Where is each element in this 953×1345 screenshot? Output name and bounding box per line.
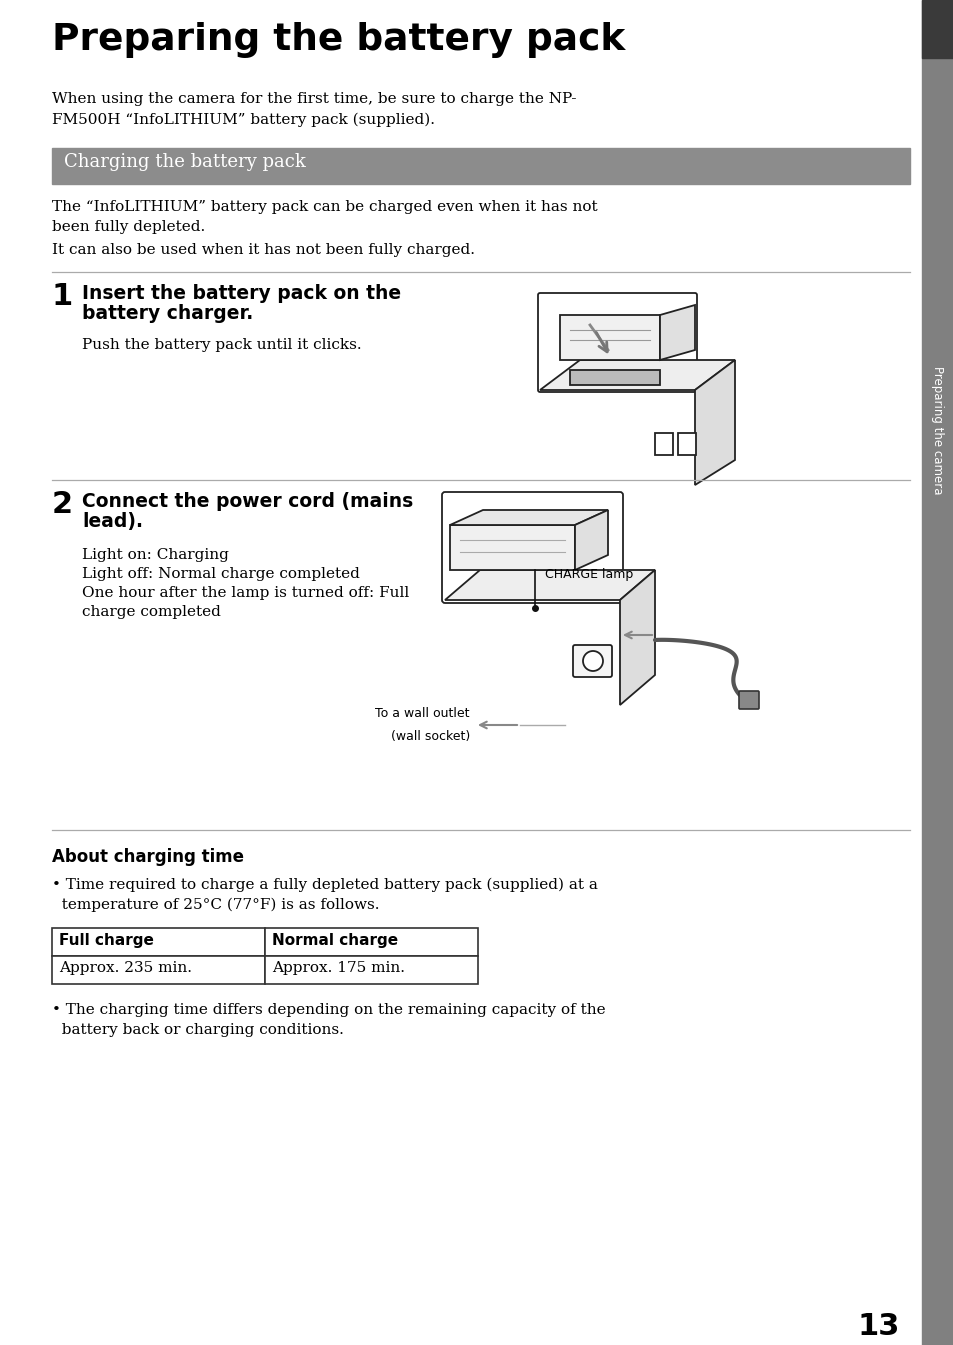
Bar: [265, 928, 477, 956]
Text: FM500H “InfoLITHIUM” battery pack (supplied).: FM500H “InfoLITHIUM” battery pack (suppl…: [52, 113, 435, 128]
Polygon shape: [450, 510, 607, 525]
FancyBboxPatch shape: [537, 293, 697, 391]
Bar: [921, 0, 953, 58]
Text: battery charger.: battery charger.: [82, 304, 253, 323]
Text: Insert the battery pack on the: Insert the battery pack on the: [82, 284, 400, 303]
Bar: [52, 956, 265, 985]
Text: Light on: Charging: Light on: Charging: [82, 547, 229, 562]
Text: About charging time: About charging time: [52, 847, 244, 866]
Text: 13: 13: [857, 1311, 899, 1341]
Text: lead).: lead).: [82, 512, 143, 531]
Text: Preparing the battery pack: Preparing the battery pack: [52, 22, 624, 58]
Text: charge completed: charge completed: [82, 605, 221, 619]
Polygon shape: [619, 570, 655, 705]
Bar: [678, 433, 696, 455]
Text: temperature of 25°C (77°F) is as follows.: temperature of 25°C (77°F) is as follows…: [52, 898, 379, 912]
Text: When using the camera for the first time, be sure to charge the NP-: When using the camera for the first time…: [52, 91, 576, 106]
Text: been fully depleted.: been fully depleted.: [52, 221, 205, 234]
Text: Connect the power cord (mains: Connect the power cord (mains: [82, 492, 413, 511]
Polygon shape: [659, 305, 695, 360]
Bar: [655, 433, 672, 455]
FancyBboxPatch shape: [739, 691, 759, 709]
Text: (wall socket): (wall socket): [391, 730, 470, 742]
Text: CHARGE lamp: CHARGE lamp: [544, 568, 633, 581]
Polygon shape: [444, 570, 655, 600]
Polygon shape: [559, 315, 659, 360]
Polygon shape: [450, 525, 575, 570]
Text: Normal charge: Normal charge: [272, 933, 397, 948]
Bar: [265, 956, 477, 985]
Polygon shape: [575, 510, 607, 570]
Text: To a wall outlet: To a wall outlet: [375, 707, 470, 720]
Bar: [52, 148, 909, 184]
Polygon shape: [539, 360, 734, 390]
FancyBboxPatch shape: [573, 646, 612, 677]
Polygon shape: [569, 370, 659, 385]
Text: Approx. 175 min.: Approx. 175 min.: [272, 960, 405, 975]
Text: Preparing the camera: Preparing the camera: [930, 366, 943, 494]
Polygon shape: [695, 360, 734, 486]
Text: One hour after the lamp is turned off: Full: One hour after the lamp is turned off: F…: [82, 586, 409, 600]
Circle shape: [582, 651, 602, 671]
Text: Charging the battery pack: Charging the battery pack: [64, 153, 306, 171]
Text: • Time required to charge a fully depleted battery pack (supplied) at a: • Time required to charge a fully deplet…: [52, 878, 598, 892]
Text: Full charge: Full charge: [59, 933, 153, 948]
Bar: [52, 928, 265, 956]
Text: Push the battery pack until it clicks.: Push the battery pack until it clicks.: [82, 338, 361, 352]
Text: Light off: Normal charge completed: Light off: Normal charge completed: [82, 568, 359, 581]
Text: battery back or charging conditions.: battery back or charging conditions.: [52, 1024, 343, 1037]
Text: 2: 2: [52, 490, 73, 519]
Text: The “InfoLITHIUM” battery pack can be charged even when it has not: The “InfoLITHIUM” battery pack can be ch…: [52, 200, 597, 214]
Text: Approx. 235 min.: Approx. 235 min.: [59, 960, 192, 975]
Text: 1: 1: [52, 282, 73, 311]
Text: • The charging time differs depending on the remaining capacity of the: • The charging time differs depending on…: [52, 1003, 605, 1017]
Bar: [921, 0, 953, 1345]
FancyBboxPatch shape: [441, 492, 622, 603]
Text: It can also be used when it has not been fully charged.: It can also be used when it has not been…: [52, 243, 475, 257]
